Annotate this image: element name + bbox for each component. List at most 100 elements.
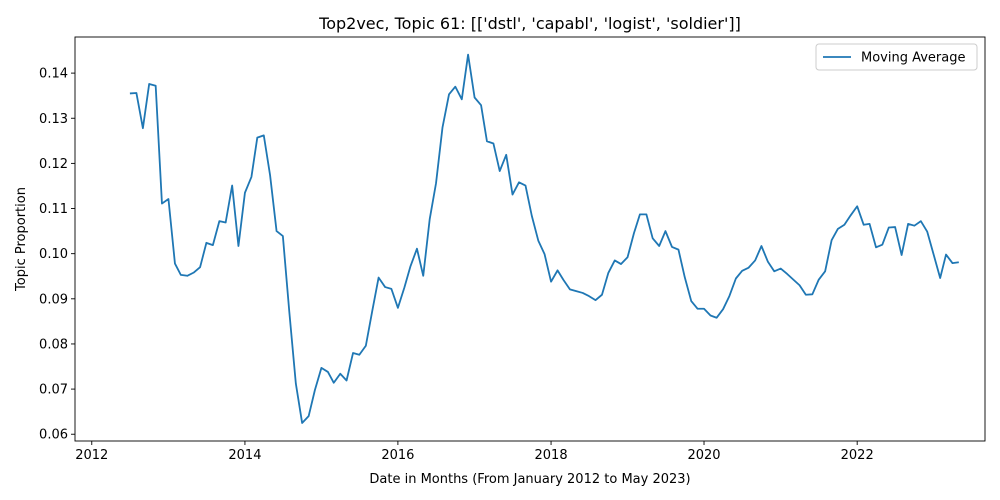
x-axis-label: Date in Months (From January 2012 to May… [369,472,690,487]
data-point [320,367,322,369]
data-point [569,288,571,290]
data-point [913,224,915,226]
data-point [786,273,788,275]
data-point [633,232,635,234]
data-point [403,286,405,288]
data-point [314,389,316,391]
data-point [920,220,922,222]
data-point [142,127,144,129]
legend-box [815,43,978,71]
x-axis: 2012 2014 2016 2018 2020 2022 [75,441,874,463]
data-point [327,371,329,373]
data-point [830,239,832,241]
data-point [651,237,653,239]
x-tick-label: 2022 [841,448,874,463]
data-point [562,279,564,281]
chart-title: Top2vec, Topic 61: [['dstl', 'capabl', '… [318,14,741,33]
data-point [824,270,826,272]
data-point [301,422,303,424]
data-point [384,286,386,288]
data-point [499,170,501,172]
data-point [275,230,277,232]
data-point [518,181,520,183]
data-point [862,224,864,226]
data-point [505,154,507,156]
data-point [205,242,207,244]
data-point [907,223,909,225]
data-point [358,354,360,356]
data-point [614,259,616,261]
x-tick-label: 2012 [75,448,108,463]
data-point [556,269,558,271]
data-point [256,136,258,138]
data-point [856,205,858,207]
data-point [594,299,596,301]
legend-label: Moving Average [861,51,965,66]
data-point [282,235,284,237]
data-point [409,265,411,267]
data-point [715,317,717,319]
data-point [174,262,176,264]
data-point [435,182,437,184]
data-point [684,276,686,278]
data-point [352,352,354,354]
y-tick-label: 0.14 [39,67,68,82]
data-point [192,271,194,273]
legend: Moving Average [815,43,978,71]
data-point [448,93,450,95]
data-point [550,280,552,282]
data-point [881,243,883,245]
data-point [422,275,424,277]
data-point [339,373,341,375]
x-tick-label: 2014 [228,448,261,463]
y-tick-label: 0.12 [39,157,68,172]
data-point [811,293,813,295]
data-point [467,53,469,55]
data-point [722,308,724,310]
x-tick-label: 2020 [687,448,720,463]
data-point [543,253,545,255]
data-point [709,314,711,316]
data-point [849,214,851,216]
data-point [671,246,673,248]
data-point [531,215,533,217]
data-point [773,270,775,272]
data-point [639,213,641,215]
data-point [703,308,705,310]
y-axis-label: Topic Proportion [14,187,29,292]
data-point [780,267,782,269]
data-point [620,263,622,265]
data-point [900,254,902,256]
data-point [397,307,399,309]
data-point [875,246,877,248]
data-point [288,311,290,313]
data-point [129,92,131,94]
data-point [148,83,150,85]
data-point [454,85,456,87]
data-point [263,134,265,136]
data-point [212,244,214,246]
data-point [767,261,769,263]
data-point [511,193,513,195]
data-point [843,224,845,226]
data-point [798,284,800,286]
data-point [473,96,475,98]
y-tick-label: 0.06 [39,428,68,443]
y-axis: 0.06 0.07 0.08 0.09 0.10 0.11 0.12 0.13 0.14 [39,67,75,443]
data-point [958,261,960,263]
data-point [416,248,418,250]
data-point [735,277,737,279]
data-point [588,295,590,297]
data-point [333,382,335,384]
data-point [269,174,271,176]
data-point [390,288,392,290]
data-point [868,223,870,225]
data-point [537,239,539,241]
data-point [365,345,367,347]
data-point [295,382,297,384]
y-tick-label: 0.08 [39,337,68,352]
data-point [926,230,928,232]
data-point [760,245,762,247]
data-point [951,262,953,264]
data-point [817,279,819,281]
